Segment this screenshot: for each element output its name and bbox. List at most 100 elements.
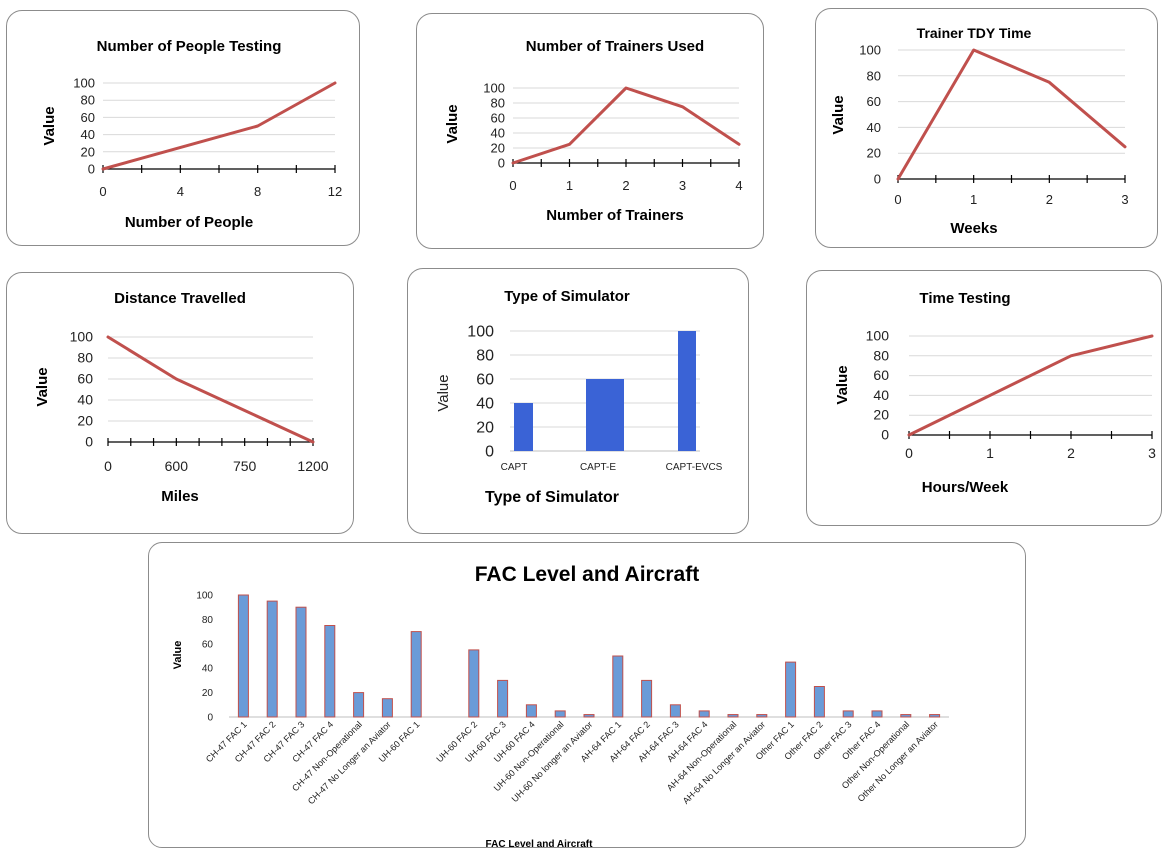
y-tick-label: 0: [881, 427, 889, 443]
y-tick-label: 0: [207, 713, 213, 724]
y-tick-label: 100: [73, 76, 95, 91]
bar: [497, 679, 509, 718]
y-tick-label: 80: [867, 68, 881, 83]
bar: [900, 714, 912, 718]
y-tick-label: 60: [491, 111, 505, 126]
series-line: [511, 86, 741, 165]
x-tick-label: CAPT-E: [580, 462, 616, 473]
y-tick-label: 60: [476, 372, 494, 389]
y-tick-label: 100: [70, 329, 94, 345]
bar: [678, 331, 696, 451]
x-tick-label: 12: [328, 184, 342, 199]
y-tick-label: 20: [873, 407, 889, 423]
x-tick-label: CAPT: [501, 462, 528, 473]
x-tick-label: 2: [1067, 445, 1075, 461]
y-tick-label: 40: [873, 387, 889, 403]
chart-title: Number of People Testing: [97, 38, 282, 55]
x-tick-label: 1: [566, 178, 573, 193]
x-tick-label: 0: [905, 445, 913, 461]
chart-panel-trainer-tdy-time: Trainer TDY Time 0 20 40 60 80 100 0 1 2 3 Weeks Val…: [815, 8, 1158, 248]
x-tick-label: 3: [1121, 192, 1128, 207]
x-tick-label: 3: [679, 178, 686, 193]
y-tick-label: 40: [81, 127, 95, 142]
series-line: [907, 334, 1154, 437]
series-line: [896, 48, 1127, 181]
bar: [698, 710, 710, 718]
y-tick-label: 40: [867, 120, 881, 135]
bar: [381, 698, 393, 718]
x-tick-label: 3: [1148, 445, 1156, 461]
chart-panel-time-testing: Time Testing 0 20 40 60 80 100 0 1 2 3 Hours/Week Va…: [806, 270, 1162, 526]
chart-panel-fac-level-aircraft: FAC Level and Aircraft 0 20 40 60 80 100 CH-47 …: [148, 542, 1026, 849]
x-axis-title: Hours/Week: [922, 479, 1009, 496]
x-axis-title: Weeks: [950, 220, 997, 237]
bar: [583, 714, 595, 718]
y-axis-title: Value: [34, 367, 51, 406]
x-axis-title: Miles: [161, 488, 199, 505]
chart-title: Distance Travelled: [114, 290, 246, 307]
chart-panel-type-of-simulator: Type of Simulator 0 20 40 60 80 100 CAPT CAPT-E C…: [407, 268, 749, 534]
chart-panel-trainers-used: Number of Trainers Used 0 20 40 60 80 100 0 1 2 3 4…: [416, 13, 764, 249]
series-line: [106, 335, 315, 444]
bar: [324, 625, 336, 718]
bar: [929, 714, 941, 718]
bar: [669, 704, 681, 718]
y-tick-label: 0: [485, 444, 494, 461]
y-tick-label: 40: [202, 664, 214, 675]
y-axis-title: Value: [444, 104, 461, 143]
y-tick-label: 100: [483, 81, 505, 96]
y-axis-title: Value: [41, 106, 58, 145]
y-tick-label: 20: [81, 144, 95, 159]
x-tick-label: 1: [970, 192, 977, 207]
bar: [468, 649, 480, 718]
x-tick-label: 0: [509, 178, 516, 193]
chart-panel-distance-travelled: Distance Travelled 0 20 40 60 80 100 0 600 750 120…: [6, 272, 354, 534]
chart-title: Time Testing: [919, 290, 1010, 307]
time-testing-chart: Time Testing 0 20 40 60 80 100 0 1 2 3 Hours/Week Va…: [834, 290, 1156, 496]
y-tick-label: 20: [77, 413, 93, 429]
bar: [842, 710, 854, 718]
y-tick-label: 60: [873, 367, 889, 383]
y-tick-label: 80: [491, 96, 505, 111]
x-tick-label: 1: [986, 445, 994, 461]
y-tick-label: 60: [81, 110, 95, 125]
y-tick-label: 0: [85, 434, 93, 450]
y-tick-label: 80: [873, 347, 889, 363]
y-tick-label: 100: [196, 591, 213, 602]
x-tick-label: 4: [177, 184, 184, 199]
x-tick-label: 1200: [297, 458, 328, 474]
y-tick-label: 40: [77, 392, 93, 408]
y-tick-label: 20: [867, 146, 881, 161]
bar: [525, 704, 537, 718]
x-tick-label: 600: [165, 458, 189, 474]
y-tick-label: 40: [476, 396, 494, 413]
bar: [612, 655, 624, 718]
y-tick-label: 80: [476, 348, 494, 365]
x-axis-title: Type of Simulator: [485, 489, 619, 506]
fac-level-aircraft-chart: FAC Level and Aircraft020406080100CH-47 …: [172, 563, 949, 849]
y-tick-label: 0: [874, 172, 881, 187]
bar: [514, 403, 533, 451]
chart-title: Type of Simulator: [504, 288, 630, 305]
chart-title: FAC Level and Aircraft: [475, 563, 699, 586]
x-axis-title: FAC Level and Aircraft: [486, 839, 594, 849]
y-axis-title: Value: [830, 95, 847, 134]
y-tick-label: 100: [866, 328, 890, 344]
bar: [785, 661, 797, 718]
bar: [586, 379, 624, 451]
y-axis-title: Value: [435, 374, 452, 411]
y-axis-title: Value: [172, 641, 184, 670]
x-tick-label: 2: [622, 178, 629, 193]
series-line: [101, 81, 337, 171]
x-tick-label: 0: [99, 184, 106, 199]
bar: [641, 679, 653, 718]
y-tick-label: 60: [867, 94, 881, 109]
x-tick-label: 2: [1046, 192, 1053, 207]
bar: [756, 714, 768, 718]
y-tick-label: 40: [491, 126, 505, 141]
x-axis-title: Number of Trainers: [546, 207, 684, 224]
y-tick-label: 80: [77, 350, 93, 366]
y-tick-label: 20: [476, 420, 494, 437]
x-tick-label: CAPT-EVCS: [666, 462, 723, 473]
